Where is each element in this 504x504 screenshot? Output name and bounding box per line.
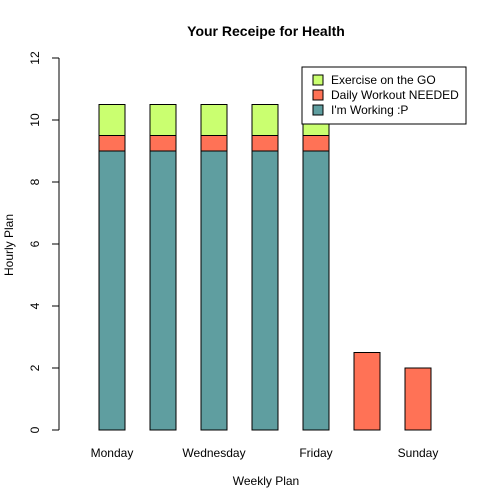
legend-swatch — [312, 74, 324, 86]
bar-tuesday-i-m-working-p — [149, 150, 177, 431]
y-tick-label: 2 — [28, 364, 42, 371]
bar-sunday-daily-workout-needed — [404, 367, 432, 431]
y-tick-label: 8 — [28, 178, 42, 185]
y-axis-label: Hourly Plan — [2, 214, 16, 276]
bar-tuesday-daily-workout-needed — [149, 135, 177, 152]
legend-label: Exercise on the GO — [331, 73, 436, 87]
y-tick-label: 10 — [28, 113, 42, 127]
bar-friday-i-m-working-p — [302, 150, 330, 431]
chart-title: Your Receipe for Health — [187, 23, 345, 39]
x-tick-label: Sunday — [398, 446, 439, 460]
bar-saturday-daily-workout-needed — [353, 352, 381, 431]
bar-monday-i-m-working-p — [98, 150, 126, 431]
legend-label: Daily Workout NEEDED — [331, 88, 459, 102]
bar-friday-daily-workout-needed — [302, 135, 330, 152]
x-axis-tick-labels: Monday Wednesday Friday Sunday — [91, 446, 439, 460]
bar-thursday-i-m-working-p — [251, 150, 279, 431]
x-axis-label: Weekly Plan — [233, 474, 299, 488]
legend-swatch — [312, 89, 324, 101]
bars — [98, 104, 432, 431]
y-tick-label: 0 — [28, 426, 42, 433]
x-tick-label: Wednesday — [182, 446, 245, 460]
y-axis: 0 2 4 6 8 10 12 — [28, 51, 60, 433]
bar-thursday-exercise-on-the-go — [251, 104, 279, 136]
x-tick-label: Friday — [299, 446, 332, 460]
bar-tuesday-exercise-on-the-go — [149, 104, 177, 136]
y-tick-label: 6 — [28, 240, 42, 247]
bar-wednesday-exercise-on-the-go — [200, 104, 228, 136]
bar-wednesday-i-m-working-p — [200, 150, 228, 431]
legend-label: I'm Working :P — [331, 103, 408, 117]
bar-monday-daily-workout-needed — [98, 135, 126, 152]
bar-thursday-daily-workout-needed — [251, 135, 279, 152]
legend-box — [301, 66, 467, 125]
y-tick-label: 12 — [28, 51, 42, 65]
x-tick-label: Monday — [91, 446, 134, 460]
legend-swatch — [312, 104, 324, 116]
bar-wednesday-daily-workout-needed — [200, 135, 228, 152]
bar-monday-exercise-on-the-go — [98, 104, 126, 136]
y-tick-label: 4 — [28, 302, 42, 309]
